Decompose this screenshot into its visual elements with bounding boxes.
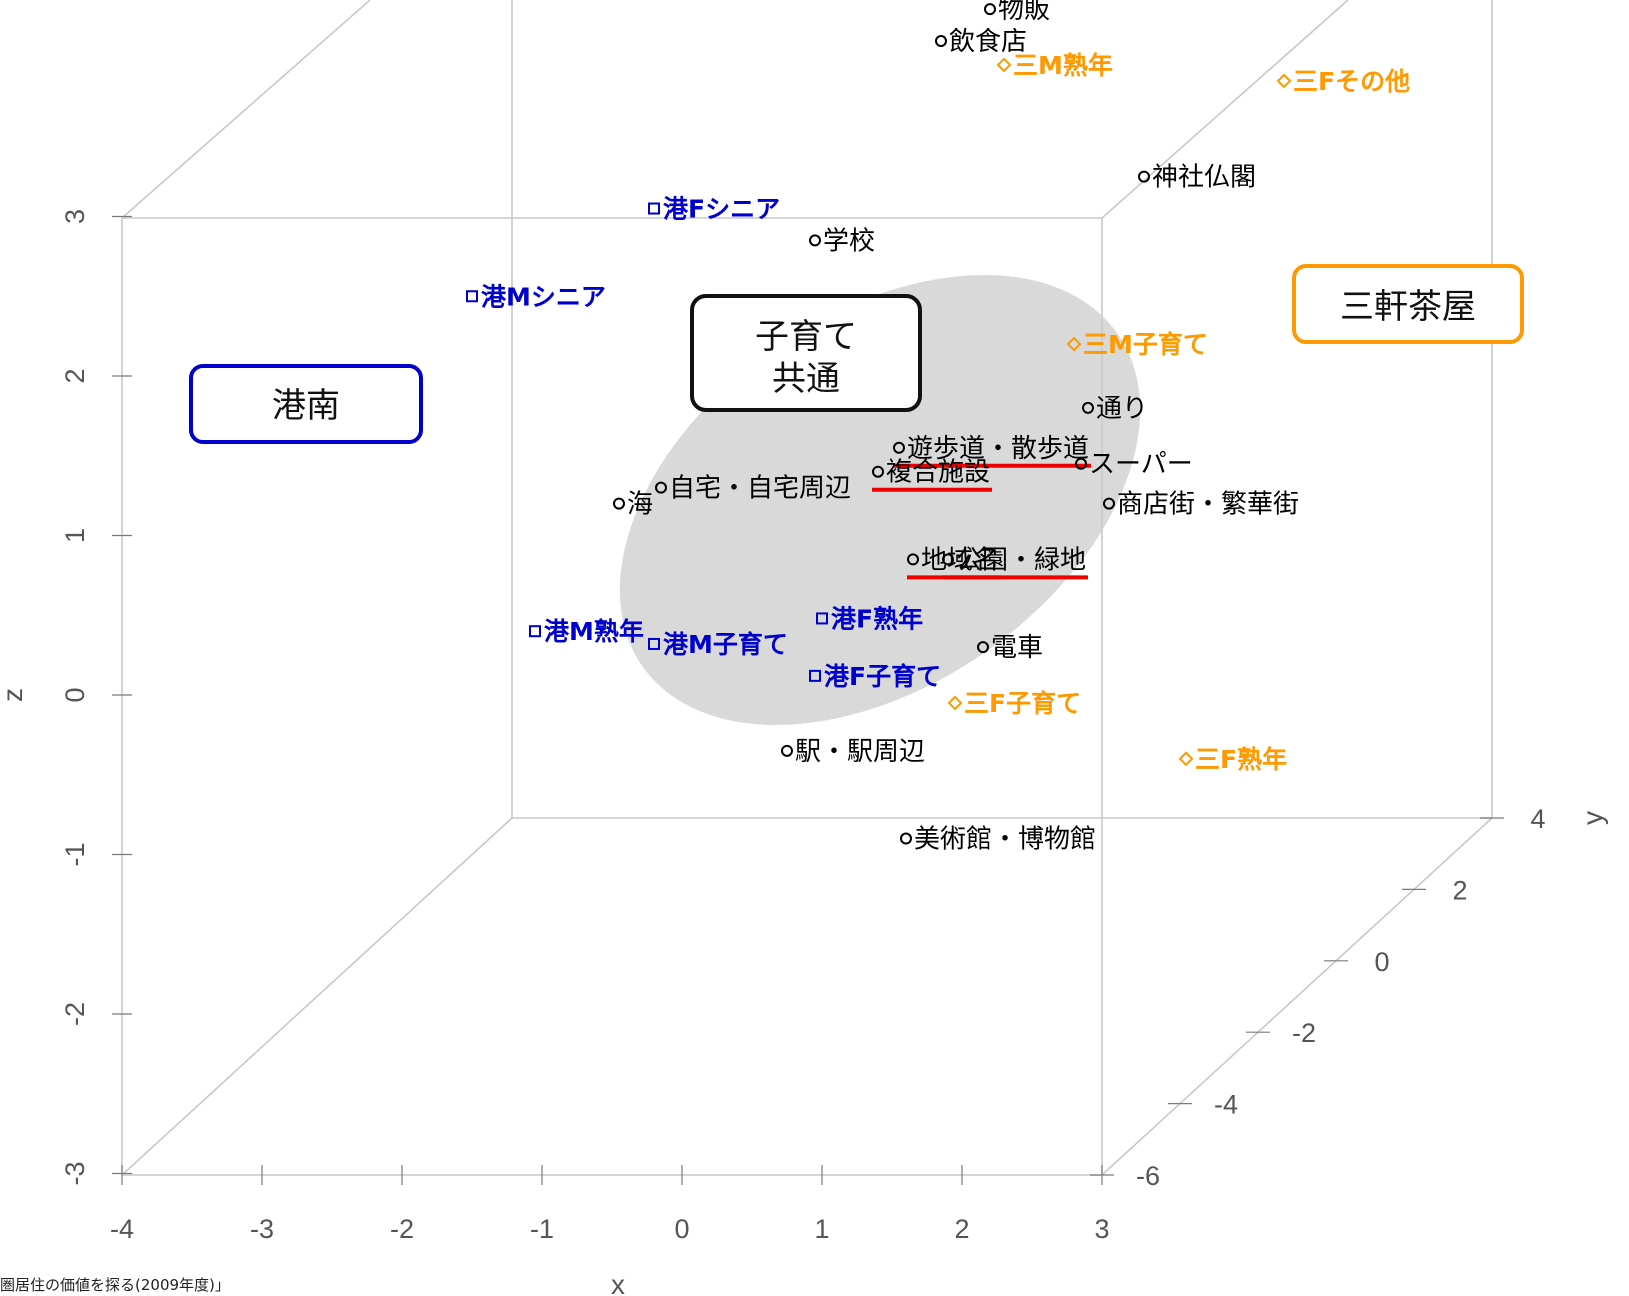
annotation-sangenjaya: 三軒茶屋 — [1292, 264, 1524, 344]
x-tick-label: 0 — [674, 1214, 689, 1244]
z-tick-label: 2 — [60, 368, 90, 383]
z-axis: -3 -2 -1 0 1 2 3 — [60, 209, 132, 1186]
sangenjaya-point-marker — [1066, 336, 1082, 352]
y-axis: -6 -4 -2 0 2 4 — [1090, 804, 1546, 1191]
x-tick-label: 3 — [1094, 1214, 1109, 1244]
word-point-marker — [1075, 457, 1087, 470]
word-point-label: 複合施設 — [886, 458, 990, 488]
word-point-marker — [781, 744, 793, 757]
word-point-label: 自宅・自宅周辺 — [669, 474, 851, 504]
x-tick-label: -2 — [390, 1214, 414, 1244]
z-tick-label: 1 — [60, 528, 90, 543]
konan-point-label: 港F熟年 — [831, 604, 923, 633]
word-point-label: 商店街・繁華街 — [1117, 490, 1299, 520]
word-point-marker — [984, 3, 996, 16]
y-tick-label: 2 — [1452, 875, 1467, 905]
svg-text:三軒茶屋: 三軒茶屋 — [1340, 287, 1476, 327]
y-axis-label: y — [1577, 811, 1608, 825]
sangenjaya-point-marker — [947, 695, 963, 711]
z-tick-label: -3 — [60, 1161, 90, 1185]
sangenjaya-point-label: 三F子育て — [964, 689, 1081, 718]
sangenjaya-point-marker — [1276, 73, 1292, 89]
x-tick-label: 1 — [814, 1214, 829, 1244]
z-tick-label: 0 — [60, 687, 90, 702]
word-point-marker — [893, 441, 905, 454]
konan-point-marker — [809, 669, 821, 682]
annotation-konan: 港南 — [189, 364, 423, 444]
konan-point-label: 港Mシニア — [481, 282, 606, 311]
konan-point-marker — [466, 290, 478, 303]
highlight-underlines — [872, 463, 1091, 580]
word-point-label: 神社仏閣 — [1152, 163, 1256, 193]
z-tick-label: 3 — [60, 209, 90, 224]
konan-point-marker — [648, 202, 660, 215]
x-tick-label: 2 — [954, 1214, 969, 1244]
word-point-marker — [655, 481, 667, 494]
annotation-shared-childrearing: 子育て共通 — [690, 294, 922, 412]
z-tick-label: -2 — [60, 1002, 90, 1026]
x-tick-label: -4 — [110, 1214, 134, 1244]
z-axis-label: z — [0, 688, 28, 702]
word-point-marker — [872, 465, 884, 478]
word-point-marker — [935, 35, 947, 48]
word-point-label: 公園・緑地 — [956, 545, 1086, 575]
sangenjaya-point-label: 三F熟年 — [1195, 745, 1287, 774]
plot-box — [121, 0, 1493, 1176]
word-point-label: 電車 — [991, 633, 1043, 663]
word-point-marker — [1103, 497, 1115, 510]
konan-point-label: 港F子育て — [824, 662, 941, 691]
word-point-label: 物販 — [998, 0, 1050, 25]
x-axis: -4 -3 -2 -1 0 1 2 3 — [110, 1165, 1110, 1244]
y-tick-label: -4 — [1214, 1090, 1238, 1120]
konan-point-label: 港M熟年 — [544, 617, 644, 646]
konan-point-marker — [816, 612, 828, 625]
word-point-marker — [1082, 401, 1094, 414]
word-point-label: 地域名 — [921, 545, 999, 575]
z-tick-label: -1 — [60, 842, 90, 866]
word-point-label: 通り — [1096, 394, 1148, 424]
konan-point-marker — [648, 637, 660, 650]
word-point-marker — [900, 832, 912, 845]
sangenjaya-point-label: 三M子育て — [1083, 330, 1208, 359]
konan-point-marker — [529, 625, 541, 638]
word-point-label: 飲食店 — [949, 27, 1027, 57]
y-tick-label: 0 — [1374, 947, 1389, 977]
word-point-marker — [907, 553, 919, 566]
word-point-label: 海 — [627, 490, 653, 520]
sangenjaya-point-label: 三M熟年 — [1013, 51, 1113, 80]
x-axis-label: x — [611, 1269, 625, 1296]
konan-point-label: 港M子育て — [663, 630, 788, 659]
x-tick-label: -1 — [530, 1214, 554, 1244]
word-point-marker — [613, 497, 625, 510]
konan-point-label: 港Fシニア — [663, 195, 780, 224]
word-point-label: 学校 — [823, 226, 875, 256]
sangenjaya-point-label: 三Fその他 — [1293, 67, 1410, 96]
sangenjaya-point-marker — [996, 57, 1012, 73]
word-point-label: 美術館・博物館 — [914, 825, 1096, 855]
y-tick-label: -6 — [1136, 1161, 1160, 1191]
word-point-label: 駅・駅周辺 — [795, 737, 925, 767]
word-point-marker — [942, 553, 954, 566]
svg-text:子育て共通: 子育て共通 — [755, 317, 857, 399]
word-point-marker — [809, 234, 821, 247]
source-caption: 圏居住の価値を探る(2009年度)」 — [0, 1276, 230, 1294]
y-tick-label: -2 — [1292, 1018, 1316, 1048]
word-point-label: スーパー — [1089, 450, 1193, 480]
word-point-marker — [1138, 170, 1150, 183]
word-point-label: 遊歩道・散歩道 — [907, 434, 1089, 464]
x-tick-label: -3 — [250, 1214, 274, 1244]
sangenjaya-point-marker — [1178, 751, 1194, 767]
svg-text:港南: 港南 — [272, 386, 340, 426]
word-point-marker — [977, 641, 989, 654]
y-tick-label: 4 — [1530, 804, 1545, 834]
